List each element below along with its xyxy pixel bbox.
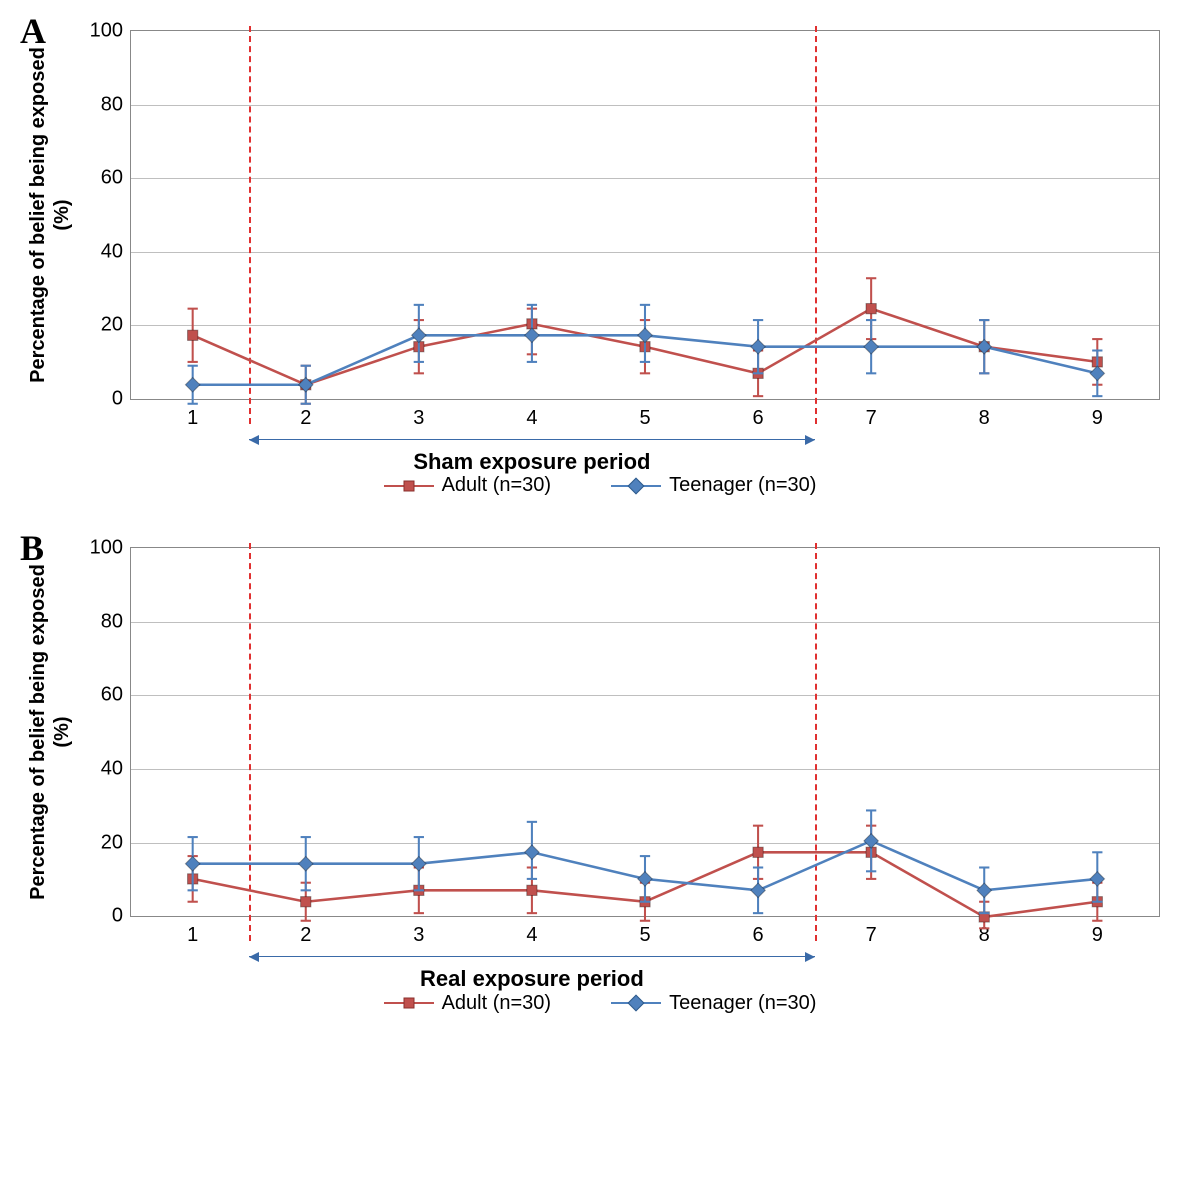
data-marker	[412, 857, 427, 872]
data-marker	[751, 883, 766, 898]
plot-area: 020406080100123456789Real exposure perio…	[130, 547, 1160, 917]
exposure-range-arrow	[249, 956, 814, 957]
data-marker	[753, 847, 763, 857]
panel-label: B	[20, 527, 44, 569]
y-tick-label: 60	[101, 167, 123, 190]
data-marker	[188, 330, 198, 340]
y-tick-label: 20	[101, 314, 123, 337]
data-marker	[864, 339, 879, 354]
data-marker	[977, 883, 992, 898]
y-tick-label: 60	[101, 684, 123, 707]
legend-item: Teenager (n=30)	[611, 992, 816, 1015]
data-marker	[1090, 872, 1105, 887]
data-marker	[301, 897, 311, 907]
data-marker	[638, 872, 653, 887]
series-layer	[131, 31, 1159, 411]
data-marker	[412, 328, 427, 343]
legend-item: Teenager (n=30)	[611, 474, 816, 497]
panel-a: APercentage of belief being exposed(%)02…	[20, 20, 1180, 497]
y-tick-label: 0	[112, 388, 123, 411]
y-tick-label: 100	[90, 20, 123, 43]
y-tick-label: 0	[112, 905, 123, 928]
exposure-range-label: Real exposure period	[420, 966, 644, 992]
y-tick-label: 100	[90, 537, 123, 560]
y-tick-label: 40	[101, 240, 123, 263]
y-tick-label: 80	[101, 610, 123, 633]
panel-b: BPercentage of belief being exposed(%)02…	[20, 537, 1180, 1014]
legend-item: Adult (n=30)	[384, 992, 552, 1015]
data-marker	[185, 377, 200, 392]
exposure-range-label: Sham exposure period	[413, 449, 650, 475]
y-tick-label: 80	[101, 93, 123, 116]
legend-label: Adult (n=30)	[442, 474, 552, 497]
data-marker	[1090, 366, 1105, 381]
legend-label: Adult (n=30)	[442, 992, 552, 1015]
legend-item: Adult (n=30)	[384, 474, 552, 497]
legend-label: Teenager (n=30)	[669, 474, 816, 497]
data-marker	[751, 339, 766, 354]
y-axis-label: Percentage of belief being exposed(%)	[26, 564, 74, 900]
data-marker	[185, 857, 200, 872]
y-axis-label: Percentage of belief being exposed(%)	[26, 47, 74, 383]
data-marker	[525, 845, 540, 860]
data-marker	[298, 857, 313, 872]
data-marker	[864, 834, 879, 849]
legend-label: Teenager (n=30)	[669, 992, 816, 1015]
data-marker	[866, 304, 876, 314]
y-tick-label: 40	[101, 758, 123, 781]
panel-label: A	[20, 10, 46, 52]
plot-area: 020406080100123456789Sham exposure perio…	[130, 30, 1160, 400]
exposure-range-arrow	[249, 439, 814, 440]
series-layer	[131, 548, 1159, 928]
data-marker	[525, 328, 540, 343]
y-tick-label: 20	[101, 831, 123, 854]
data-marker	[638, 328, 653, 343]
data-marker	[527, 885, 537, 895]
